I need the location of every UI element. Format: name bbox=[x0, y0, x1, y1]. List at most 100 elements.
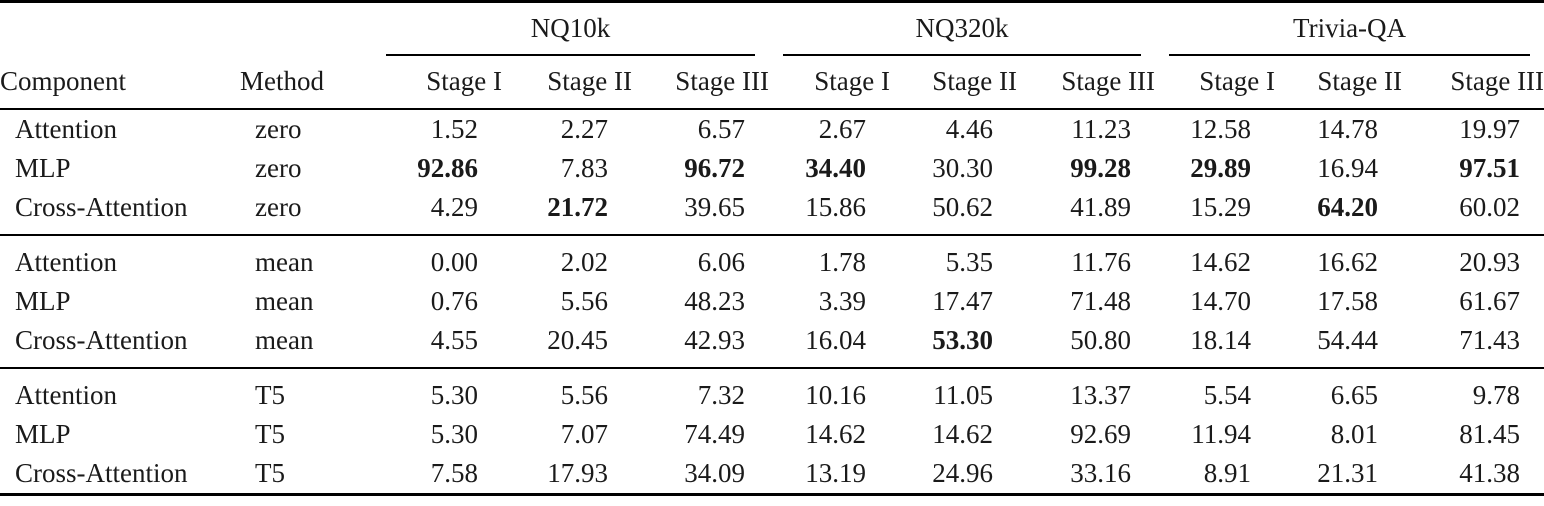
value-cell: 97.51 bbox=[1459, 153, 1521, 183]
value-cell: 2.02 bbox=[560, 247, 608, 277]
value-cell: 16.04 bbox=[769, 321, 891, 369]
value-cell: 42.93 bbox=[632, 321, 770, 369]
value-cell: 30.30 bbox=[932, 153, 994, 183]
value-cell: 4.46 bbox=[945, 114, 994, 144]
value-cell: 48.23 bbox=[684, 286, 746, 316]
value-cell: 20.45 bbox=[502, 321, 632, 369]
table-body: Attention zero 1.52 2.27 6.57 2.67 4.46 11.23 12… bbox=[0, 109, 1544, 495]
value-cell: 0.00 bbox=[430, 247, 478, 277]
group-header-nq320k: NQ320k bbox=[769, 2, 1155, 56]
component-cell: MLP bbox=[15, 153, 71, 183]
value-cell: 16.94 bbox=[1317, 153, 1379, 183]
value-cell: 11.23 bbox=[1071, 114, 1132, 144]
value-cell: 15.29 bbox=[1155, 188, 1276, 236]
value-cell: 29.89 bbox=[1190, 153, 1252, 183]
value-cell: 5.30 bbox=[430, 380, 478, 410]
value-cell: 12.58 bbox=[1190, 114, 1252, 144]
col-header-nq320k-stage-2: Stage II bbox=[890, 56, 1018, 110]
value-cell: 96.72 bbox=[684, 153, 746, 183]
value-cell: 3.39 bbox=[818, 286, 867, 316]
col-header-nq10k-stage-2: Stage II bbox=[502, 56, 632, 110]
value-cell: 8.91 bbox=[1203, 458, 1252, 488]
value-cell: 5.56 bbox=[560, 286, 608, 316]
table-row: Attention zero 1.52 2.27 6.57 2.67 4.46 11.23 12… bbox=[0, 109, 1544, 149]
component-cell: Cross-Attention bbox=[0, 188, 240, 236]
value-cell: 17.47 bbox=[932, 286, 994, 316]
value-cell: 18.14 bbox=[1155, 321, 1276, 369]
value-cell: 50.80 bbox=[1017, 321, 1156, 369]
col-header-component: Component bbox=[0, 56, 240, 110]
col-header-nq10k-stage-3: Stage III bbox=[632, 56, 770, 110]
value-cell: 7.32 bbox=[697, 380, 746, 410]
group-header-nq10k: NQ10k bbox=[372, 2, 769, 56]
value-cell: 17.93 bbox=[547, 458, 608, 488]
value-cell: 7.58 bbox=[430, 458, 478, 488]
col-header-nq10k-stage-1: Stage I bbox=[372, 56, 502, 110]
value-cell: 92.69 bbox=[1070, 419, 1132, 449]
value-cell: 5.54 bbox=[1203, 380, 1252, 410]
value-cell: 19.97 bbox=[1459, 114, 1521, 144]
component-cell: MLP bbox=[15, 286, 71, 316]
value-cell: 74.49 bbox=[684, 419, 746, 449]
value-cell: 64.20 bbox=[1275, 188, 1403, 236]
col-header-trivia-qa-stage-3: Stage III bbox=[1402, 56, 1544, 110]
method-cell: mean bbox=[255, 247, 314, 277]
value-cell: 39.65 bbox=[632, 188, 770, 236]
value-cell: 13.19 bbox=[805, 458, 867, 488]
value-cell: 16.62 bbox=[1317, 247, 1379, 277]
value-cell: 21.31 bbox=[1317, 458, 1379, 488]
group-header-spacer bbox=[0, 2, 372, 57]
dataset-group-header-row: NQ10k NQ320k Trivia-QA bbox=[0, 2, 1544, 57]
value-cell: 34.09 bbox=[684, 458, 746, 488]
value-cell: 4.55 bbox=[372, 321, 502, 369]
table-row: Cross-Attention T5 7.58 17.93 34.09 13.19 24.9… bbox=[0, 454, 1544, 495]
value-cell: 8.01 bbox=[1330, 419, 1379, 449]
value-cell: 34.40 bbox=[805, 153, 867, 183]
table-row: Attention mean 0.00 2.02 6.06 1.78 5.35 11.76 14… bbox=[0, 235, 1544, 282]
method-cell: zero bbox=[240, 188, 372, 236]
value-cell: 2.27 bbox=[560, 114, 608, 144]
col-header-method: Method bbox=[240, 56, 372, 110]
value-cell: 54.44 bbox=[1275, 321, 1403, 369]
value-cell: 11.94 bbox=[1191, 419, 1252, 449]
component-cell: Attention bbox=[15, 247, 117, 277]
value-cell: 14.70 bbox=[1190, 286, 1252, 316]
value-cell: 20.93 bbox=[1459, 247, 1521, 277]
table-row: Cross-Attention mean 4.55 20.45 42.93 16.04 53… bbox=[0, 321, 1544, 369]
value-cell: 92.86 bbox=[417, 153, 478, 183]
method-cell: T5 bbox=[255, 380, 285, 410]
component-cell: Cross-Attention bbox=[15, 458, 188, 488]
method-cell: mean bbox=[255, 286, 314, 316]
col-header-nq320k-stage-1: Stage I bbox=[769, 56, 891, 110]
group-label-nq10k: NQ10k bbox=[386, 12, 756, 56]
method-cell: zero bbox=[255, 114, 302, 144]
component-cell: Cross-Attention bbox=[0, 321, 240, 369]
value-cell: 7.07 bbox=[560, 419, 608, 449]
value-cell: 50.62 bbox=[890, 188, 1018, 236]
value-cell: 33.16 bbox=[1070, 458, 1132, 488]
component-cell: Attention bbox=[15, 114, 117, 144]
value-cell: 10.16 bbox=[805, 380, 867, 410]
value-cell: 6.06 bbox=[697, 247, 746, 277]
value-cell: 21.72 bbox=[502, 188, 632, 236]
value-cell: 5.30 bbox=[430, 419, 478, 449]
value-cell: 81.45 bbox=[1459, 419, 1521, 449]
table-row: Cross-Attention zero 4.29 21.72 39.65 15.86 50… bbox=[0, 188, 1544, 236]
value-cell: 14.62 bbox=[932, 419, 994, 449]
col-header-trivia-qa-stage-1: Stage I bbox=[1155, 56, 1276, 110]
group-header-trivia-qa: Trivia-QA bbox=[1155, 2, 1544, 56]
value-cell: 6.65 bbox=[1330, 380, 1379, 410]
table-row: MLP T5 5.30 7.07 74.49 14.62 14.62 92.69 11.94 8.… bbox=[0, 415, 1544, 454]
method-cell: zero bbox=[255, 153, 302, 183]
col-header-trivia-qa-stage-2: Stage II bbox=[1275, 56, 1403, 110]
group-label-nq320k: NQ320k bbox=[783, 12, 1142, 56]
value-cell: 53.30 bbox=[890, 321, 1018, 369]
value-cell: 61.67 bbox=[1459, 286, 1521, 316]
value-cell: 99.28 bbox=[1070, 153, 1132, 183]
value-cell: 0.76 bbox=[430, 286, 478, 316]
group-label-trivia-qa: Trivia-QA bbox=[1169, 12, 1531, 56]
value-cell: 24.96 bbox=[932, 458, 994, 488]
method-cell: T5 bbox=[255, 458, 285, 488]
